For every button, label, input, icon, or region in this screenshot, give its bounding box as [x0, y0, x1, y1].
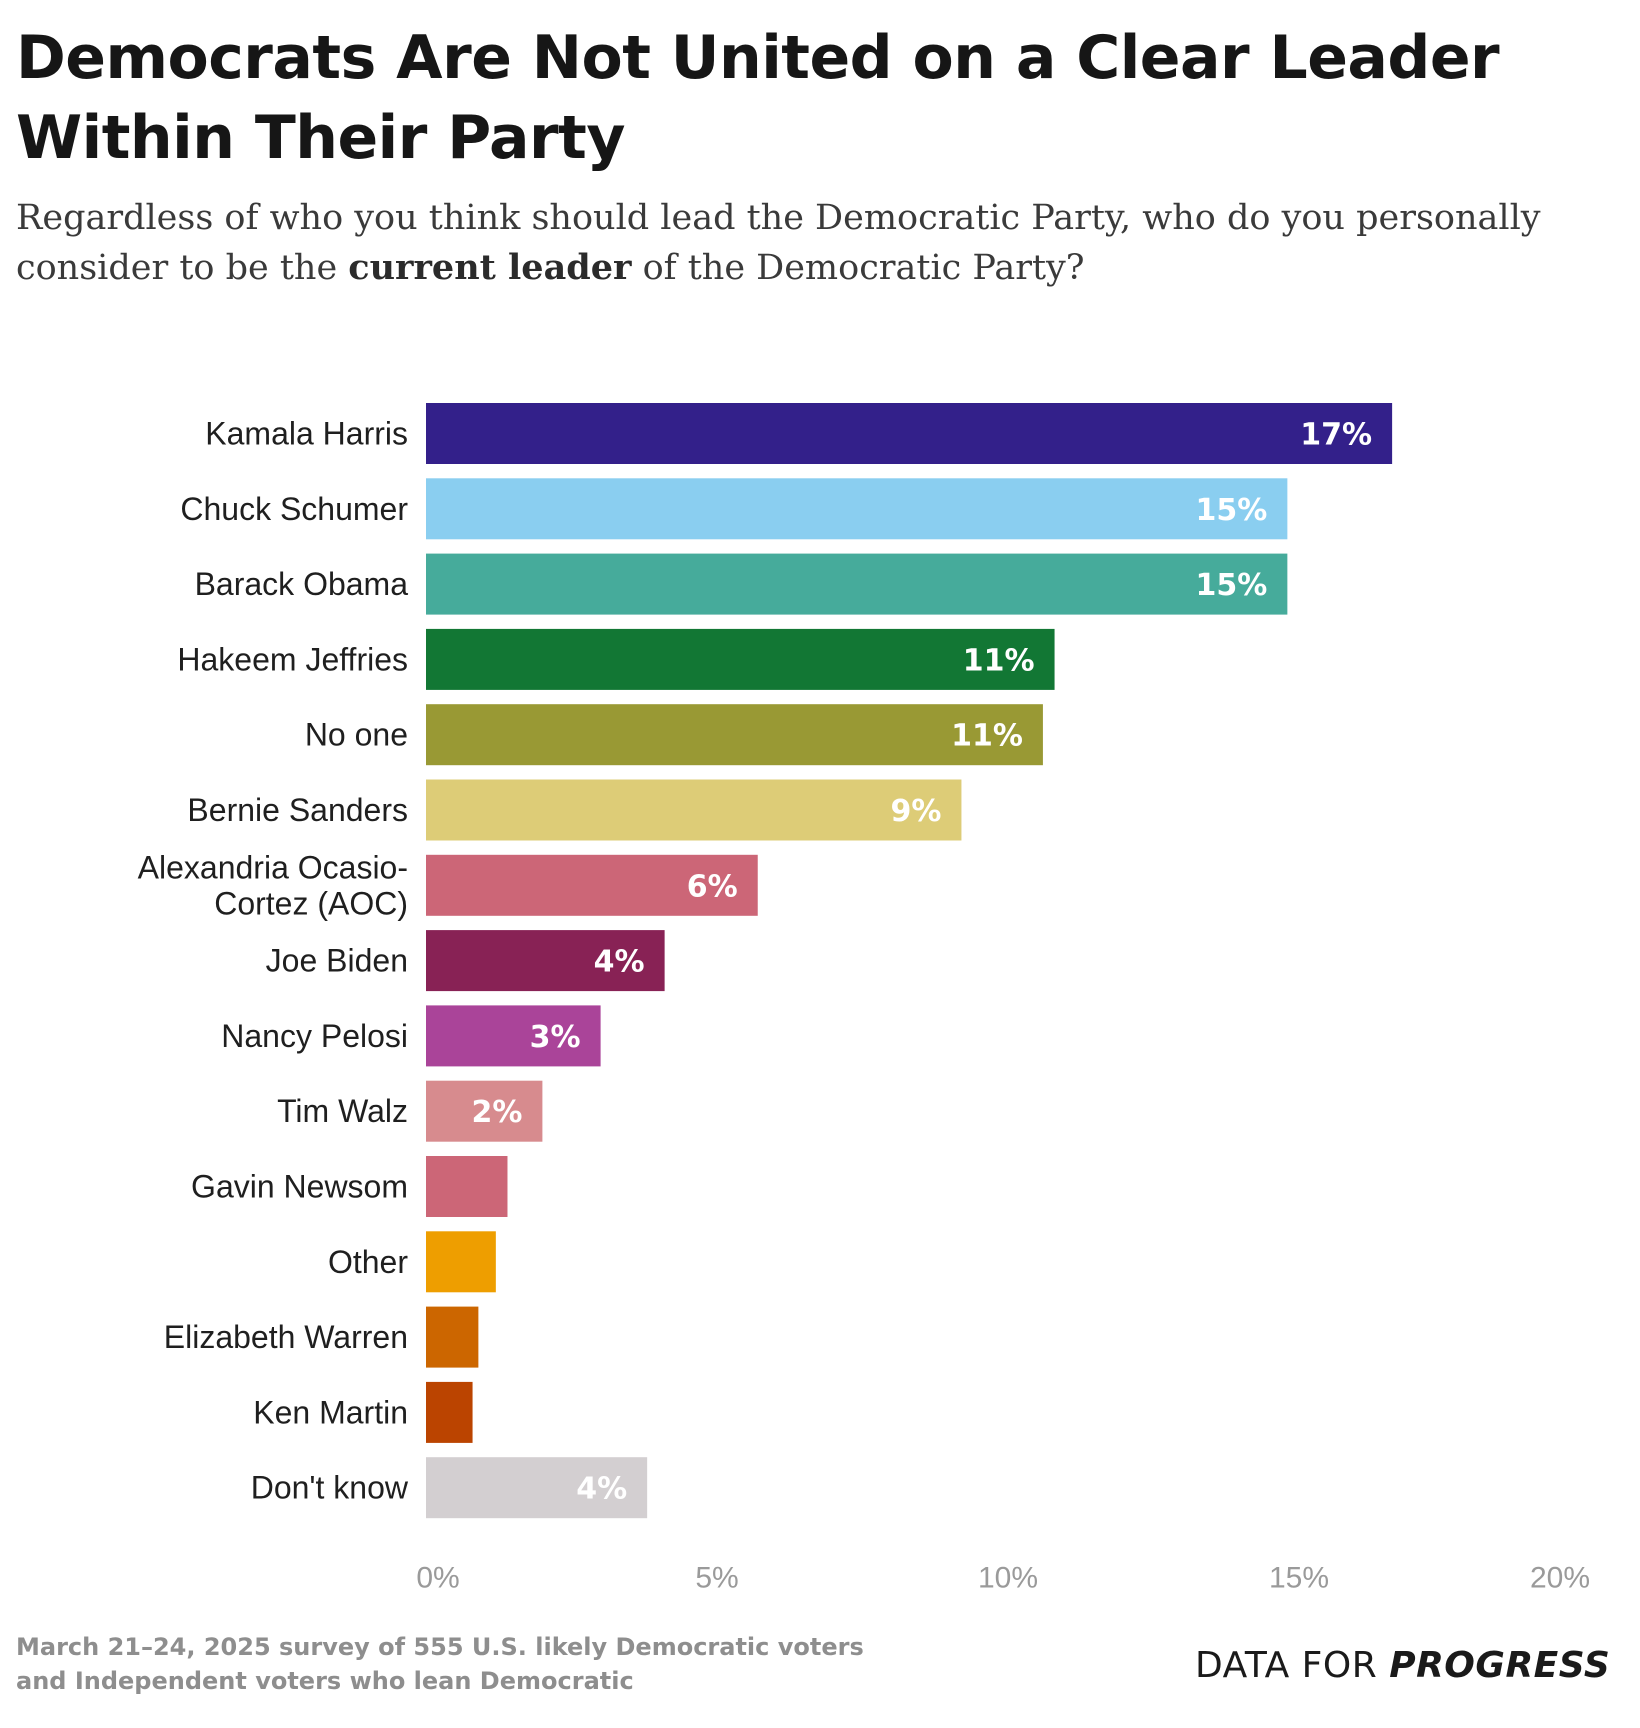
bar-tim-walz	[426, 1080, 543, 1142]
logo-text-light: DATA FOR	[1195, 1644, 1390, 1686]
data-label-no-one: 11%	[951, 719, 1023, 754]
category-label-elizabeth-warren: Elizabeth Warren	[164, 1319, 408, 1355]
data-label-tim-walz: 2%	[471, 1095, 522, 1130]
source-note: March 21–24, 2025 survey of 555 U.S. lik…	[16, 1630, 916, 1698]
data-label-nancy-pelosi: 3%	[530, 1020, 581, 1055]
data-label-barack-obama: 15%	[1196, 568, 1268, 603]
bar-no-one	[426, 704, 1043, 766]
data-label-kamala-harris: 17%	[1300, 418, 1372, 453]
data-label-joe-biden: 4%	[594, 945, 645, 980]
category-label-chuck-schumer: Chuck Schumer	[180, 491, 408, 527]
data-label-alexandria-ocasio-cortez-aoc: 6%	[687, 869, 738, 904]
bar-alexandria-ocasio-cortez-aoc	[426, 854, 758, 916]
category-label-alexandria-ocasio-cortez-aoc-line-2: Cortez (AOC)	[214, 885, 408, 921]
category-label-gavin-newsom: Gavin Newsom	[191, 1169, 408, 1205]
bar-kamala-harris	[426, 403, 1393, 464]
category-label-joe-biden: Joe Biden	[266, 943, 408, 979]
category-label-don-t-know: Don't know	[251, 1470, 409, 1506]
category-label-nancy-pelosi: Nancy Pelosi	[221, 1018, 408, 1054]
bar-chuck-schumer	[426, 478, 1288, 540]
bar-ken-martin	[426, 1381, 473, 1443]
subtitle-emphasis: current leader	[348, 247, 632, 288]
category-label-bernie-sanders: Bernie Sanders	[187, 792, 408, 828]
bar-joe-biden	[426, 930, 665, 992]
x-tick-label-0: 0%	[416, 1562, 459, 1595]
x-tick-label-10: 10%	[978, 1562, 1038, 1595]
category-label-ken-martin: Ken Martin	[253, 1394, 408, 1430]
category-label-no-one: No one	[305, 717, 408, 753]
bar-gavin-newsom	[426, 1156, 508, 1217]
category-label-other: Other	[328, 1244, 408, 1280]
data-label-bernie-sanders: 9%	[891, 794, 942, 829]
data-label-chuck-schumer: 15%	[1196, 493, 1268, 528]
category-label-hakeem-jeffries: Hakeem Jeffries	[177, 641, 408, 677]
data-label-don-t-know: 4%	[576, 1472, 627, 1507]
category-label-kamala-harris: Kamala Harris	[205, 416, 408, 452]
category-label-barack-obama: Barack Obama	[195, 566, 409, 602]
bar-nancy-pelosi	[426, 1005, 601, 1067]
bar-barack-obama	[426, 553, 1288, 615]
chart-subtitle: Regardless of who you think should lead …	[16, 193, 1576, 293]
bar-chart: Kamala Harris 17% Chuck Schumer 15% Barack O…	[138, 403, 1590, 1595]
logo-text-bold: PROGRESS	[1389, 1644, 1611, 1686]
bar-don-t-know	[426, 1457, 648, 1519]
x-tick-label-5: 5%	[695, 1562, 738, 1595]
bar-elizabeth-warren	[426, 1306, 479, 1368]
source-note-line-2: and Independent voters who lean Democrat…	[16, 1667, 634, 1695]
source-note-line-1: March 21–24, 2025 survey of 555 U.S. lik…	[16, 1633, 864, 1661]
category-label-alexandria-ocasio-cortez-aoc-line-1: Alexandria Ocasio-	[138, 849, 408, 885]
category-label-tim-walz: Tim Walz	[277, 1093, 408, 1129]
bar-bernie-sanders	[426, 779, 962, 841]
subtitle-text-end: of the Democratic Party?	[631, 248, 1085, 288]
logo-wordmark: DATA FOR PROGRESS	[1195, 1645, 1610, 1686]
data-for-progress-logo: DATA FOR PROGRESS	[1185, 1640, 1610, 1690]
chart-title: Democrats Are Not United on a Clear Lead…	[16, 23, 1500, 173]
x-tick-label-15: 15%	[1269, 1562, 1329, 1595]
bar-hakeem-jeffries	[426, 628, 1055, 690]
bar-other	[426, 1231, 496, 1293]
subtitle-text: Regardless of who you think should lead …	[16, 198, 1541, 288]
data-label-hakeem-jeffries: 11%	[963, 643, 1035, 678]
x-tick-label-20: 20%	[1530, 1562, 1590, 1595]
